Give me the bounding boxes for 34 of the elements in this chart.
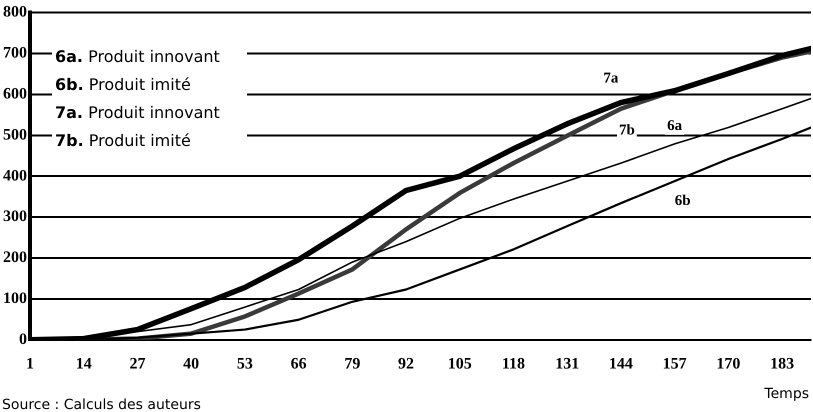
x-tick-label: 40 (183, 356, 200, 373)
y-tick-label: 500 (3, 126, 27, 144)
x-tick-label: 118 (502, 356, 526, 373)
x-tick-label: 14 (76, 356, 92, 373)
x-tick-label: 183 (770, 356, 794, 373)
y-tick-label: 0 (19, 330, 27, 348)
annotation: 7b. Produit imité (55, 130, 191, 150)
x-tick-label: 53 (236, 356, 253, 373)
annotation: 6a. Produit innovant (55, 46, 220, 66)
y-tick-label: 800 (3, 4, 27, 21)
x-tick-label: 1 (26, 356, 34, 373)
x-tick-label: 144 (608, 356, 633, 373)
annotation: 6b. Produit imité (55, 74, 191, 94)
annotation: 7a. Produit innovant (55, 102, 220, 122)
x-tick-label: 105 (448, 356, 472, 373)
x-tick-label: 131 (555, 356, 580, 373)
series-label: 6b (674, 192, 691, 209)
x-axis-title: Temps (763, 386, 809, 402)
x-tick-label: 157 (662, 356, 687, 373)
y-tick-label: 400 (3, 167, 27, 184)
y-tick-label: 600 (3, 86, 27, 103)
x-tick-label: 79 (344, 356, 360, 373)
y-tick-label: 100 (3, 290, 27, 308)
y-tick-label: 200 (3, 249, 27, 266)
source-note: Source : Calculs des auteurs (2, 397, 201, 412)
x-tick-label: 92 (398, 356, 414, 373)
series-label: 7b (618, 122, 635, 139)
y-tick-label: 300 (3, 208, 27, 226)
x-tick-label: 27 (129, 356, 146, 373)
series-label: 6a (667, 118, 683, 134)
x-tick-label: 66 (290, 356, 307, 373)
y-tick-label: 700 (3, 44, 27, 62)
series-label: 7a (603, 70, 619, 86)
x-tick-label: 170 (716, 356, 740, 373)
